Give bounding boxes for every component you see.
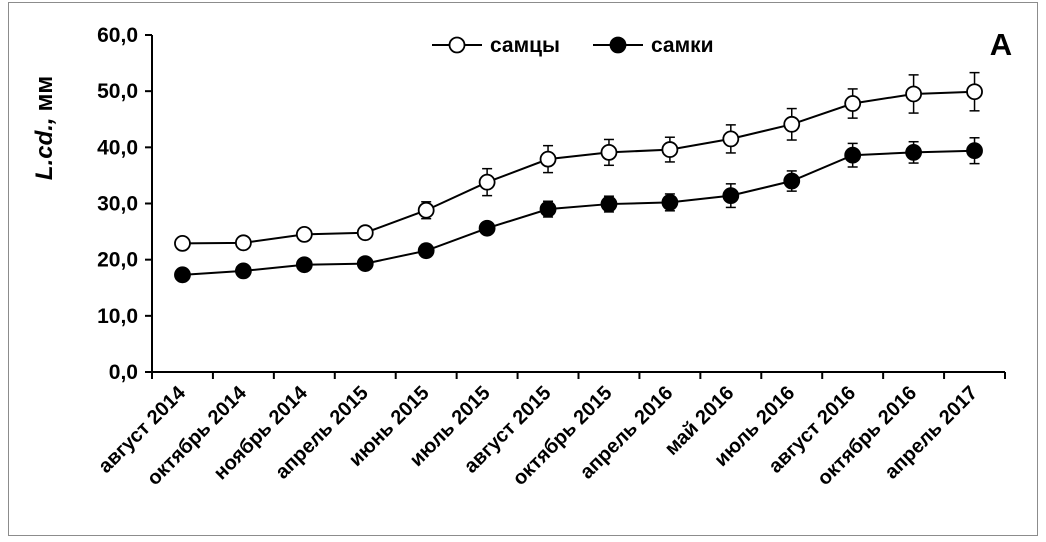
panel-label: A [990,27,1012,62]
legend-marker-filled-circle [609,36,627,54]
data-point [478,173,496,191]
y-tick-label: 30,0 [97,193,138,216]
y-tick-label: 10,0 [97,305,138,328]
y-tick-label: 50,0 [97,80,138,103]
y-tick-label: 0,0 [109,361,138,384]
svg-text:L.cd.,мм: L.cd., мм [31,76,58,180]
series-line [182,90,975,245]
data-point [478,219,496,237]
data-point [356,255,374,272]
data-point [539,200,557,218]
data-point [966,83,983,101]
legend-entry-females: самки [593,34,714,57]
series-line [182,149,975,276]
y-tick-label: 40,0 [97,136,138,159]
series-1 [174,137,983,284]
data-point [174,266,191,284]
legend-label-males: самцы [490,34,560,57]
data-point [295,256,313,274]
data-point [844,146,862,164]
y-tick-labels: 0,0 10,0 20,0 30,0 40,0 50,0 60,0 [97,24,138,384]
legend-entry-males: самцы [432,34,560,57]
data-point [295,225,313,243]
data-point [844,95,862,112]
data-point [905,143,923,161]
legend-marker-open-circle [448,36,466,54]
legend-label-females: самки [651,34,714,57]
data-point [722,187,740,205]
data-point [783,115,801,133]
y-axis-label: L.cd., мм [31,76,58,180]
data-point [234,234,252,252]
data-point [661,141,679,158]
data-point [722,130,740,148]
data-point [966,142,983,160]
y-tick-label: 60,0 [97,24,138,47]
data-point [539,150,557,168]
data-point [600,143,618,161]
data-point [174,234,191,252]
data-point [417,201,435,219]
data-point [356,224,374,242]
data-point [600,195,618,213]
data-point [417,242,435,260]
axes [145,34,1006,379]
y-axis-label-italic: L.cd., [31,117,58,180]
y-axis-label-unit: мм [31,76,58,112]
series-0 [174,71,983,252]
data-point [905,85,923,103]
data-point [661,193,679,211]
data-point [783,172,801,190]
series-group [174,71,983,284]
legend: самцы самки [432,34,714,57]
y-tick-label: 20,0 [97,249,138,272]
data-point [234,262,252,280]
